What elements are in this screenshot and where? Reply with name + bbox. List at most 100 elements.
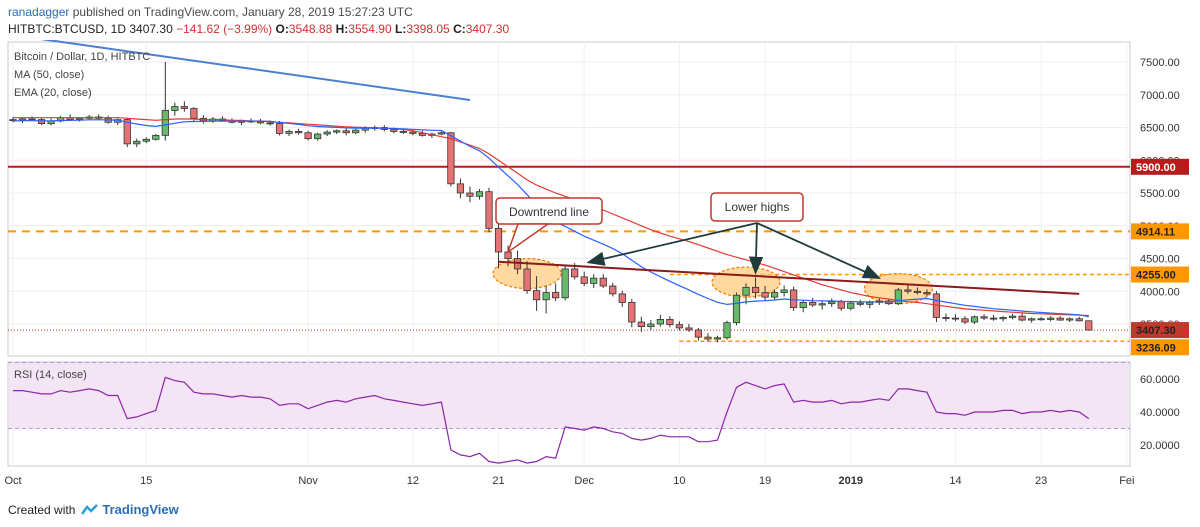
candle-body [694, 329, 703, 338]
candle-body [1028, 318, 1036, 321]
candle-body [666, 319, 674, 326]
open-label: O: [275, 22, 289, 36]
candle-body [1009, 315, 1017, 318]
candle-body [28, 118, 36, 121]
candle-body [961, 318, 969, 323]
time-tick-label: Oct [4, 475, 21, 487]
time-tick-label: 21 [492, 475, 504, 487]
downtrend-callout-label: Downtrend line [509, 205, 589, 219]
candle-body [828, 301, 836, 305]
candle-body [723, 322, 731, 339]
candle-body [856, 302, 864, 305]
price-levels [8, 165, 1130, 343]
time-tick-label: Fei [1119, 475, 1134, 487]
candle-body [456, 183, 465, 194]
chart-area[interactable]: Downtrend line Lower highs 7500.00 7000.00… [0, 40, 1200, 498]
candle-body [180, 106, 188, 109]
created-with-text: Created with [8, 502, 76, 517]
downtrend-callout-pointer [506, 223, 551, 254]
annotations: Downtrend line Lower highs [495, 192, 881, 279]
price-tag-label: 4914.11 [1136, 226, 1175, 238]
candle-body [799, 301, 807, 309]
symbol-label: HITBTC:BTCUSD, 1D [8, 22, 127, 36]
candle-body [171, 106, 179, 111]
candle-body [1075, 318, 1083, 322]
candle-body [951, 317, 960, 320]
price-tick-label: 7500.00 [1140, 57, 1180, 69]
candle-body [790, 289, 798, 309]
candle-body [1018, 315, 1026, 321]
price-tag-label: 4255.00 [1136, 270, 1176, 282]
price-tag [1131, 158, 1189, 175]
price-tag-label: 3407.30 [1136, 325, 1176, 337]
time-tick-label: 15 [140, 475, 152, 487]
candle-body [771, 292, 779, 298]
candle-body [133, 140, 141, 145]
time-tick-label: 10 [673, 475, 685, 487]
candle-body [1085, 320, 1093, 331]
candle-body [675, 324, 684, 329]
downtrend-line [498, 260, 1080, 295]
candle-body [552, 292, 560, 299]
candle-body [447, 132, 455, 185]
candle-body [399, 131, 407, 133]
candle-body [989, 317, 998, 320]
time-tick-label: 19 [759, 475, 771, 487]
brand-name[interactable]: TradingView [102, 502, 179, 517]
high-value: 3554.90 [348, 22, 392, 36]
price-tick-label: 6500.00 [1140, 123, 1180, 135]
open-value: 3548.88 [288, 22, 333, 36]
arrow-to-first-high [586, 222, 758, 266]
candle-body [732, 294, 741, 324]
candle-body [913, 290, 922, 293]
candle-body [999, 317, 1007, 320]
price-tick-label: 7000.00 [1140, 90, 1180, 102]
candle-body [294, 131, 303, 134]
candle-body [628, 301, 636, 323]
legend-rsi: RSI (14, close) [14, 369, 87, 381]
time-tick-label: 14 [949, 475, 961, 487]
candle-body [494, 227, 503, 253]
candle-body [542, 292, 550, 301]
candle-body [590, 277, 598, 284]
candle-body [561, 268, 569, 299]
rsi-tick-label: 20.0000 [1140, 440, 1180, 452]
price-tick-label: 4000.00 [1140, 286, 1180, 298]
low-label: L: [395, 22, 407, 36]
candle-body [761, 292, 769, 298]
price-tag [1131, 223, 1189, 240]
candle-body [409, 131, 417, 134]
candle-body [475, 191, 484, 197]
candle-body [685, 327, 693, 331]
candle-body [970, 316, 979, 323]
close-label: C: [453, 22, 466, 36]
candle-body [123, 119, 131, 145]
candle-body [342, 130, 350, 134]
candle-body [1037, 318, 1045, 321]
rsi-line [13, 376, 1090, 464]
legend-ma: MA (50, close) [14, 69, 84, 81]
price-tag-label: 5900.00 [1136, 162, 1176, 174]
candle-body [847, 302, 855, 309]
price-tick-label: 4500.00 [1140, 254, 1180, 266]
candle-body [751, 286, 760, 293]
candle-body [418, 132, 426, 136]
candle-body [485, 191, 493, 229]
time-tick-label: Nov [298, 475, 318, 487]
price-tag [1131, 266, 1189, 283]
candle-body [504, 251, 512, 259]
time-tick-label: 12 [407, 475, 419, 487]
low-value: 3398.05 [406, 22, 450, 36]
candle-body [352, 129, 360, 134]
candle-body [809, 301, 817, 306]
candle-body [866, 301, 874, 305]
header: ranadagger published on TradingView.com,… [0, 0, 1200, 42]
price-tag-label: 3236.09 [1136, 342, 1176, 354]
candle-body [571, 268, 579, 278]
candle-body [152, 134, 160, 140]
candle-body [1066, 318, 1074, 321]
legend-title: Bitcoin / Dollar, 1D, HITBTC [14, 51, 150, 63]
author-link[interactable]: ranadagger [8, 5, 70, 19]
candle-body [637, 321, 645, 328]
candle-body [942, 317, 950, 319]
